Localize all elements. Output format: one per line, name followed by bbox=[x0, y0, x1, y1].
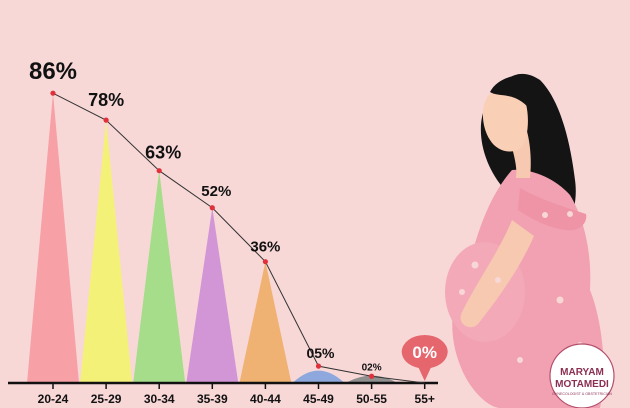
x-axis bbox=[8, 381, 438, 389]
peak-25-29 bbox=[80, 120, 133, 383]
point-20-24 bbox=[50, 90, 56, 96]
logo-tagline: GYNECOLOGIST & OBSTETRICIAN bbox=[552, 392, 612, 396]
point-40-44 bbox=[262, 259, 268, 265]
trend-line bbox=[52, 92, 425, 384]
tick-label-20-24: 20-24 bbox=[38, 392, 69, 406]
zero-badge bbox=[401, 335, 448, 381]
tick-label-55+: 55+ bbox=[415, 392, 435, 406]
data-label-30-34: 63% bbox=[145, 143, 181, 163]
data-label-45-49: 05% bbox=[306, 345, 335, 361]
peak-20-24 bbox=[27, 93, 79, 384]
data-labels-layer: 86% 78% 63% 52% 36% 05% 02% 0% bbox=[29, 58, 448, 381]
peak-35-39 bbox=[186, 207, 239, 383]
peak-45-49 bbox=[292, 370, 345, 383]
tick-label-25-29: 25-29 bbox=[91, 392, 122, 406]
point-45-49 bbox=[315, 363, 322, 369]
logo-line2: MOTAMEDI bbox=[555, 379, 609, 390]
tick-label-50-55: 50-55 bbox=[356, 392, 387, 406]
tick-labels-layer: 20-24 25-29 30-34 35-39 40-44 45-49 50-55 55+ bbox=[38, 392, 435, 406]
data-label-50-55: 02% bbox=[362, 362, 382, 373]
logo-line1: MARYAM bbox=[560, 367, 604, 378]
data-label-20-24: 86% bbox=[29, 58, 77, 85]
peak-40-44 bbox=[239, 261, 292, 383]
tick-label-40-44: 40-44 bbox=[250, 392, 281, 406]
point-30-34 bbox=[156, 168, 162, 174]
tick-label-30-34: 30-34 bbox=[144, 392, 175, 406]
data-label-35-39: 52% bbox=[201, 183, 231, 200]
maryam-motamedi-logo: MARYAM MOTAMEDI GYNECOLOGIST & OBSTETRIC… bbox=[549, 343, 615, 408]
tick-label-45-49: 45-49 bbox=[303, 392, 334, 406]
peaks-layer bbox=[27, 93, 398, 384]
point-35-39 bbox=[209, 205, 215, 211]
pregnant-woman-illustration bbox=[445, 73, 604, 408]
point-25-29 bbox=[103, 117, 109, 123]
data-label-25-29: 78% bbox=[88, 90, 124, 110]
data-label-55+: 0% bbox=[412, 343, 437, 362]
trend-line-layer bbox=[50, 90, 425, 384]
point-50-55 bbox=[369, 373, 375, 379]
peak-30-34 bbox=[133, 170, 186, 383]
tick-label-35-39: 35-39 bbox=[197, 392, 228, 406]
data-label-40-44: 36% bbox=[250, 239, 280, 256]
